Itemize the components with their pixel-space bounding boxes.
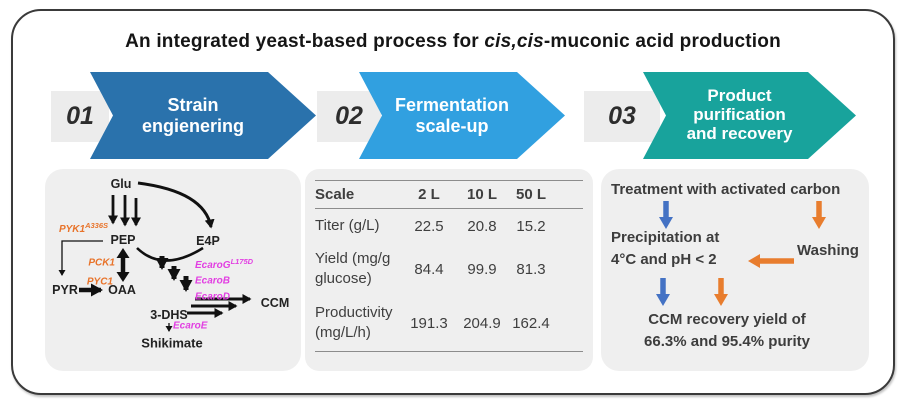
recovery-result-line1: CCM recovery yield of	[648, 311, 806, 328]
purification-step-1: Treatment with activated carbon	[611, 181, 841, 198]
metabolite-pep: PEP	[110, 233, 136, 247]
pep-e4p-convergence-curve	[136, 246, 204, 262]
glu-to-e4p-arrow	[137, 181, 215, 229]
step-number-3: 03	[608, 102, 636, 130]
purification-panel: Treatment with activated carbon Precipit…	[601, 169, 869, 371]
gene-pyk1: PYK1A336S	[59, 221, 108, 235]
row-label-line: Productivity	[315, 304, 393, 322]
step-band-2: 02	[317, 91, 381, 142]
metabolite-oaa: OAA	[108, 283, 136, 297]
purification-step-2-line1: Precipitation at	[611, 229, 720, 246]
chevron-label-line: Product	[707, 86, 772, 106]
table-cell: 204.9	[463, 314, 501, 332]
gene-aroD: EcaroD	[195, 291, 231, 303]
metabolite-glucose: Glu	[110, 177, 132, 191]
row-label-line: glucose)	[315, 270, 372, 287]
table-header-2L: 2 L	[418, 186, 440, 203]
table-cell: 20.8	[467, 217, 497, 235]
table-cell: 191.3	[410, 314, 448, 332]
chevron-label-line: and recovery	[686, 123, 793, 143]
page-title: An integrated yeast-based process for ci…	[13, 31, 893, 53]
table-row-yield: Yield (mg/g glucose) 84.4 99.9 81.3	[315, 243, 583, 295]
figure-border: An integrated yeast-based process for ci…	[11, 9, 895, 395]
gene-pyk1-name: PYK1	[58, 224, 86, 236]
chevron-label-line: Strain	[167, 95, 219, 116]
pep-oaa-double-arrow	[116, 248, 130, 282]
pathway-arrows	[58, 181, 252, 332]
step-band-3: 03	[584, 91, 660, 142]
chevron-label-line: engienering	[141, 115, 244, 136]
metabolite-dhs: 3-DHS	[150, 308, 188, 322]
title-prefix: An integrated yeast-based process for	[125, 31, 485, 52]
gene-aroE: EcaroE	[173, 320, 208, 332]
chevron-label-line: scale-up	[415, 115, 489, 136]
title-italic: cis,cis	[484, 31, 544, 52]
gene-aroG-name: EcaroG	[195, 260, 231, 272]
title-suffix: -muconic acid production	[543, 31, 781, 52]
pathway-panel: Glu PEP E4P PYR OAA 3-DHS CCM Shikimate …	[45, 169, 301, 371]
down-arrow-orange-icon	[714, 278, 728, 306]
gene-aroG-variant: L175D	[230, 256, 254, 266]
metabolite-shikimate: Shikimate	[141, 335, 203, 351]
table-row-productivity: Productivity (mg/L/h) 191.3 204.9 162.4	[315, 295, 583, 352]
recovery-result-line2: 66.3% and 95.4% purity	[644, 333, 810, 350]
glu-to-pep-arrows	[108, 195, 141, 227]
chevron-fermentation-scaleup: Fermentation scale-up	[359, 72, 565, 159]
table-header-10L: 10 L	[466, 186, 497, 203]
table-cell: 81.3	[516, 260, 546, 278]
dhs-to-ccm-arrows	[187, 294, 252, 318]
fermentation-table: Scale 2 L 10 L 50 L Titer (g/L) 22.5 20.…	[315, 180, 583, 352]
left-arrow-orange-icon	[748, 254, 794, 268]
gene-aroG: EcaroGL175D	[195, 257, 253, 271]
table-header-row: Scale 2 L 10 L 50 L	[315, 180, 583, 209]
down-arrow-blue-icon	[659, 201, 673, 229]
chevron-product-purification: Product purification and recovery	[643, 72, 856, 159]
gene-pck1: PCK1	[88, 257, 115, 269]
gene-pyk1-variant: A336S	[85, 220, 108, 230]
step-band-1: 01	[51, 91, 109, 142]
down-arrow-blue-icon	[656, 278, 670, 306]
metabolite-ccm: CCM	[260, 296, 290, 310]
chevron-label-line: purification	[693, 105, 786, 125]
to-dhs-cascade-arrows	[155, 256, 193, 292]
table-cell: 15.2	[516, 217, 546, 235]
chevron-label-line: Fermentation	[394, 95, 509, 116]
pep-to-pyr-line	[58, 240, 103, 276]
step-number-1: 01	[66, 102, 94, 130]
metabolite-e4p: E4P	[196, 234, 220, 248]
row-label-line: Yield (mg/g	[315, 250, 391, 268]
fermentation-panel: Scale 2 L 10 L 50 L Titer (g/L) 22.5 20.…	[305, 169, 593, 371]
table-header-50L: 50 L	[515, 186, 546, 203]
table-header-scale: Scale	[315, 185, 355, 203]
table-cell: 22.5	[414, 217, 444, 235]
row-label-line: (mg/L/h)	[315, 324, 371, 341]
washing-label: Washing	[797, 242, 859, 259]
step-number-2: 02	[335, 102, 363, 130]
table-cell: 84.4	[414, 260, 444, 278]
chevron-strain-engineering: Strain engienering	[90, 72, 316, 159]
gene-aroB: EcaroB	[195, 275, 231, 287]
metabolite-pyr: PYR	[52, 283, 78, 297]
gene-pyc1: PYC1	[86, 276, 113, 288]
table-cell: 162.4	[512, 314, 550, 332]
recovery-result: CCM recovery yield of 66.3% and 95.4% pu…	[609, 309, 845, 353]
down-arrow-orange-icon	[812, 201, 826, 229]
row-label: Titer (g/L)	[315, 217, 380, 235]
table-cell: 99.9	[467, 260, 497, 278]
purification-step-2-line2: 4°C and pH < 2	[611, 251, 717, 268]
table-row-titer: Titer (g/L) 22.5 20.8 15.2	[315, 209, 583, 243]
